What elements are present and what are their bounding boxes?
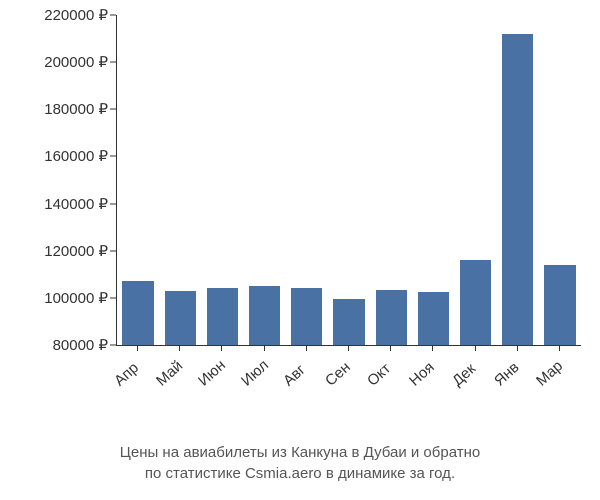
- bar: [249, 286, 280, 345]
- y-tick-label: 140000 ₽: [44, 195, 108, 213]
- bar: [122, 281, 153, 345]
- x-tick-label: Окт: [364, 360, 394, 390]
- bar: [291, 288, 322, 345]
- y-tick-label: 120000 ₽: [44, 242, 108, 260]
- chart-container: 80000 ₽ 100000 ₽ 120000 ₽ 140000 ₽ 160000 ₽ 1…: [0, 0, 600, 500]
- x-tick-mark: [517, 345, 518, 351]
- bar: [207, 288, 238, 345]
- caption-line-1: Цены на авиабилеты из Канкуна в Дубаи и …: [120, 444, 480, 461]
- plot-area: [116, 15, 581, 346]
- x-tick-mark: [390, 345, 391, 351]
- caption-line-2: по статистике Csmia.aero в динамике за г…: [145, 465, 455, 482]
- x-tick-label: Янв: [491, 359, 523, 390]
- x-tick-label: Сен: [322, 359, 354, 390]
- x-tick-label: Апр: [111, 359, 142, 389]
- x-tick-mark: [221, 345, 222, 351]
- x-tick-mark: [348, 345, 349, 351]
- x-tick-mark: [559, 345, 560, 351]
- x-tick-mark: [179, 345, 180, 351]
- x-tick-label: Дек: [449, 360, 479, 389]
- x-tick-label: Авг: [280, 361, 309, 389]
- bars-group: [117, 15, 581, 345]
- bar: [376, 290, 407, 345]
- bar: [418, 292, 449, 345]
- x-tick-mark: [475, 345, 476, 351]
- x-tick-label: Июн: [195, 357, 229, 390]
- bar: [544, 265, 575, 345]
- x-tick-mark: [306, 345, 307, 351]
- y-tick-label: 220000 ₽: [44, 6, 108, 24]
- x-tick-mark: [137, 345, 138, 351]
- y-axis: 80000 ₽100000 ₽120000 ₽140000 ₽160000 ₽1…: [20, 15, 116, 345]
- y-tick-label: 180000 ₽: [44, 100, 108, 118]
- x-tick-label: Июл: [238, 357, 272, 390]
- x-tick-label: Ноя: [406, 359, 438, 390]
- x-tick-mark: [264, 345, 265, 351]
- chart-caption: Цены на авиабилеты из Канкуна в Дубаи и …: [0, 442, 600, 484]
- x-tick-label: Май: [153, 357, 186, 389]
- bar: [502, 34, 533, 345]
- bar: [165, 291, 196, 345]
- x-axis: АпрМайИюнИюлАвгСенОктНояДекЯнвМар: [116, 345, 580, 395]
- y-tick-label: 100000 ₽: [44, 289, 108, 307]
- chart: 80000 ₽ 100000 ₽ 120000 ₽ 140000 ₽ 160000 ₽ 1…: [20, 15, 580, 395]
- bar: [333, 299, 364, 345]
- x-tick-mark: [432, 345, 433, 351]
- x-tick-label: Мар: [533, 357, 566, 389]
- y-tick-label: 200000 ₽: [44, 53, 108, 71]
- y-tick-label: 160000 ₽: [44, 147, 108, 165]
- bar: [460, 260, 491, 345]
- y-tick-label: 80000 ₽: [53, 336, 108, 354]
